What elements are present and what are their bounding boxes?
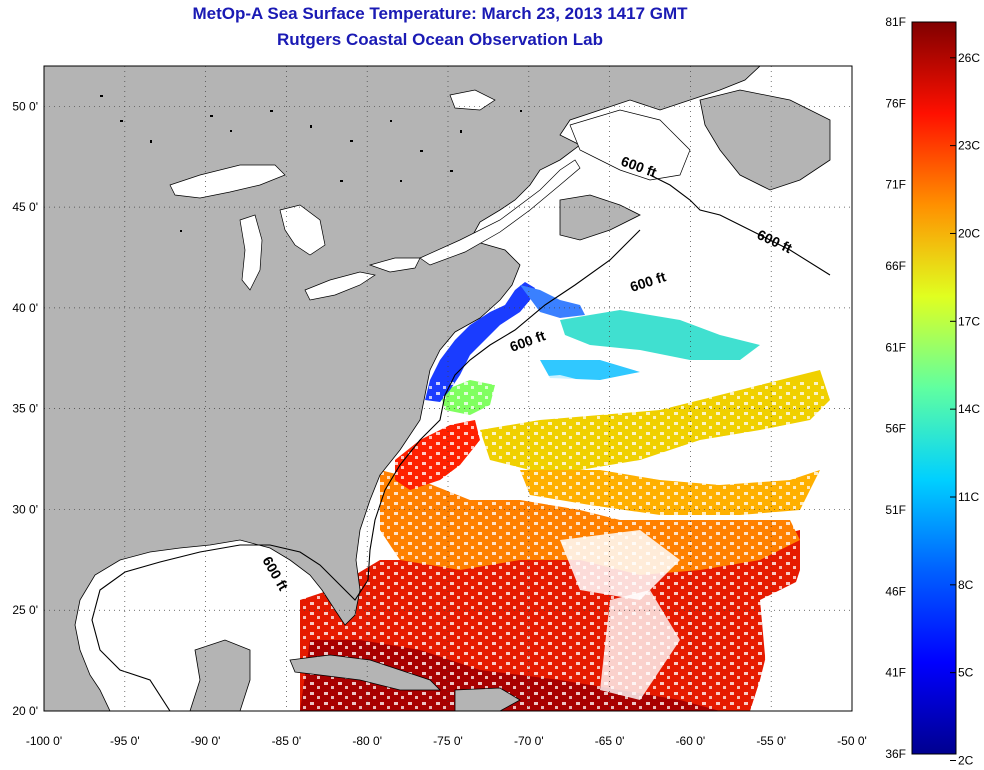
colorbar-c-label: 2C (958, 754, 974, 768)
cloud-gap-1 (560, 530, 680, 600)
land-north-america (44, 66, 761, 711)
lon-tick-label: -95 0' (110, 734, 140, 748)
lat-tick-label: 35 0' (12, 402, 38, 416)
lat-tick-label: 30 0' (12, 502, 38, 516)
sst-cyan-patch (560, 310, 760, 360)
colorbar-f-label: 81F (885, 15, 906, 29)
lon-tick-label: -70 0' (514, 734, 544, 748)
colorbar-f-label: 61F (885, 340, 906, 354)
colorbar-c-label: 26C (958, 51, 980, 65)
lat-tick-label: 40 0' (12, 301, 38, 315)
lat-tick-label: 25 0' (12, 603, 38, 617)
land-cuba (289, 654, 441, 691)
cloud-gap-3 (760, 580, 840, 711)
lake-erie (304, 271, 376, 301)
lon-tick-label: -85 0' (272, 734, 302, 748)
map-frame (43, 65, 853, 712)
land-newfoundland (699, 89, 831, 191)
colorbar-f-label: 66F (885, 259, 906, 273)
lake-huron (279, 204, 326, 256)
colorbar-f-label: 51F (885, 503, 906, 517)
gulf-st-lawrence (569, 109, 691, 181)
colorbar-celsius-labels: 26C 23C 20C 17C 14C 11C 8C 5C 2C (950, 51, 980, 768)
lake-ontario (368, 257, 421, 273)
lat-tick-labels: 20 0' 25 0' 30 0' 35 0' 40 0' 45 0' 50 0' (12, 99, 38, 718)
sst-cyan-patch-2 (540, 360, 640, 380)
colorbar (911, 21, 957, 755)
colorbar-f-label: 41F (885, 666, 906, 680)
colorbar-fahrenheit-labels: 81F 76F 71F 66F 61F 56F 51F 46F 41F 36F (885, 15, 906, 761)
isobath-600ft (91, 174, 831, 711)
colorbar-c-label: 23C (958, 139, 980, 153)
colorbar-c-label: 20C (958, 226, 980, 240)
colorbar-c-label: 8C (958, 578, 974, 592)
hudson-bay-inlet (449, 89, 496, 111)
map-title: MetOp-A Sea Surface Temperature: March 2… (192, 4, 688, 23)
lon-tick-label: -80 0' (352, 734, 382, 748)
lon-tick-label: -60 0' (676, 734, 706, 748)
cloud-gap-2 (600, 590, 680, 700)
lon-tick-label: -55 0' (756, 734, 786, 748)
lat-tick-label: 20 0' (12, 704, 38, 718)
lon-tick-label: -90 0' (191, 734, 221, 748)
colorbar-f-label: 71F (885, 178, 906, 192)
colorbar-c-label: 17C (958, 314, 980, 328)
colorbar-c-label: 14C (958, 402, 980, 416)
colorbar-c-label: 5C (958, 666, 974, 680)
land-nova-scotia (559, 194, 641, 241)
land-yucatan (189, 639, 251, 711)
st-lawrence (419, 159, 581, 266)
colorbar-c-label: 11C (958, 490, 979, 504)
lake-superior (169, 164, 286, 199)
lon-tick-label: -100 0' (26, 734, 62, 748)
colorbar-f-label: 36F (885, 747, 906, 761)
lon-tick-labels: -100 0' -95 0' -90 0' -85 0' -80 0' -75 0' -70… (26, 734, 867, 748)
small-lakes (100, 95, 522, 232)
lake-michigan (239, 214, 263, 291)
lon-tick-label: -75 0' (433, 734, 463, 748)
sst-cold-shelf-2 (520, 285, 585, 318)
lon-tick-label: -65 0' (595, 734, 625, 748)
cloud-gap-4 (500, 375, 600, 400)
map-subtitle: Rutgers Coastal Ocean Observation Lab (277, 30, 603, 49)
sst-cold-shelf (425, 282, 535, 402)
land-hispaniola (454, 687, 521, 711)
colorbar-f-label: 76F (885, 96, 906, 110)
colorbar-f-label: 46F (885, 584, 906, 598)
lon-tick-label: -50 0' (837, 734, 867, 748)
land-layer (44, 66, 831, 711)
great-lakes (169, 89, 691, 301)
lat-tick-label: 45 0' (12, 200, 38, 214)
colorbar-f-label: 56F (885, 422, 906, 436)
lat-tick-label: 50 0' (12, 99, 38, 113)
